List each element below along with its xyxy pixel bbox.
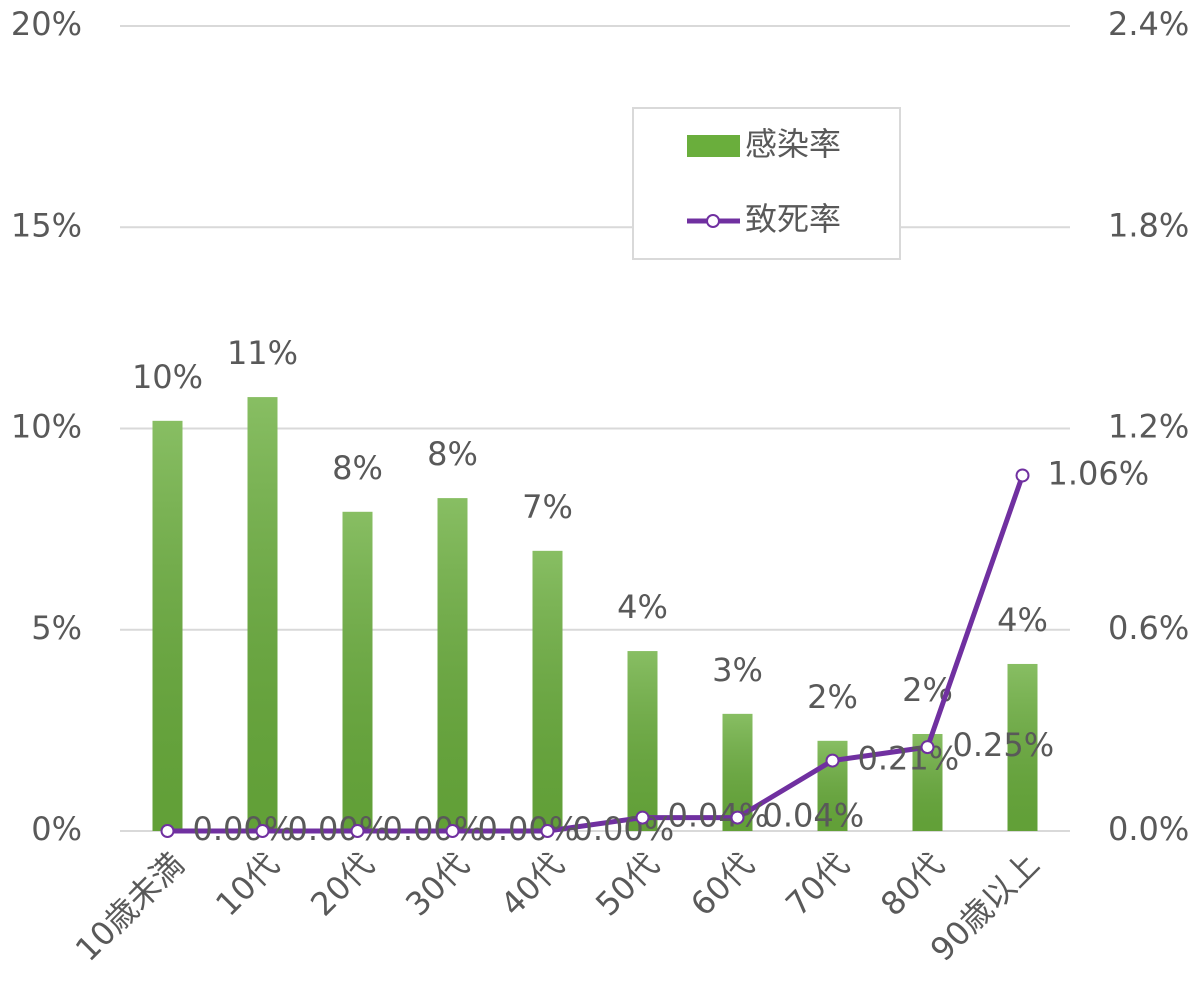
line-value-label: 1.06%: [1048, 454, 1150, 492]
bar-value-label: 8%: [427, 435, 478, 473]
line-marker: [255, 824, 270, 838]
x-tick-label: 70代: [778, 845, 856, 923]
line-value-label: 0.21%: [858, 740, 960, 778]
line-marker: [730, 810, 745, 825]
line-value-label: 0.00%: [193, 810, 295, 848]
bar-shade: [437, 498, 468, 831]
x-tick-label: 20代: [303, 845, 381, 923]
x-tick-label: 10歳未満: [68, 845, 192, 969]
line-marker: [350, 824, 365, 838]
bar-value-label: 4%: [617, 588, 668, 626]
bar-value-label: 2%: [807, 678, 858, 716]
line-marker: [1015, 468, 1030, 483]
line-value-label: 0.00%: [288, 810, 390, 848]
y-tick-label: 0%: [31, 810, 82, 848]
line-marker: [160, 824, 175, 838]
y2-tick-label: 0.0%: [1108, 810, 1189, 848]
line-value-label: 0.00%: [383, 810, 485, 848]
bar-shade: [342, 511, 373, 831]
bar-value-label: 4%: [997, 601, 1048, 639]
line-value-label: 0.00%: [478, 810, 580, 848]
bar-value-label: 7%: [522, 488, 573, 526]
y-tick-label: 10%: [11, 408, 82, 446]
y-tick-label: 20%: [11, 5, 82, 43]
bar-shade: [627, 651, 658, 831]
line-value-label: 0.04%: [763, 797, 865, 835]
legend-label: 致死率: [745, 200, 841, 238]
bar-shade: [1007, 663, 1038, 831]
y2-tick-label: 1.2%: [1108, 408, 1189, 446]
x-tick-label: 80代: [873, 845, 951, 923]
bar-value-label: 11%: [227, 334, 298, 372]
line-marker: [920, 740, 935, 755]
legend-swatch: [687, 135, 740, 157]
y2-tick-label: 1.8%: [1108, 206, 1189, 244]
x-tick-label: 60代: [683, 845, 761, 923]
bar-shade: [532, 550, 563, 831]
y2-tick-label: 0.6%: [1108, 609, 1189, 647]
y-tick-label: 15%: [11, 206, 82, 244]
legend-box: [632, 107, 901, 260]
line-value-label: 0.00%: [573, 810, 675, 848]
bar-value-label: 8%: [332, 449, 383, 487]
line-value-label: 0.04%: [668, 797, 770, 835]
line-marker: [540, 824, 555, 838]
line: [167, 474, 1025, 834]
bar-shade: [247, 397, 278, 831]
line-marker: [445, 824, 460, 838]
bar-value-label: 3%: [712, 651, 763, 689]
line-marker: [825, 753, 840, 768]
bar-shade: [152, 420, 183, 831]
legend-marker: [706, 214, 720, 228]
y2-tick-label: 2.4%: [1108, 5, 1189, 43]
line-marker: [635, 810, 650, 825]
x-tick-label: 50代: [588, 845, 666, 923]
legend-label: 感染率: [745, 125, 841, 163]
line-value-label: 0.25%: [953, 726, 1055, 764]
x-tick-label: 30代: [398, 845, 476, 923]
x-tick-label: 40代: [493, 845, 571, 923]
y-tick-label: 5%: [31, 609, 82, 647]
x-tick-label: 10代: [208, 845, 286, 923]
bar-value-label: 10%: [132, 358, 203, 396]
